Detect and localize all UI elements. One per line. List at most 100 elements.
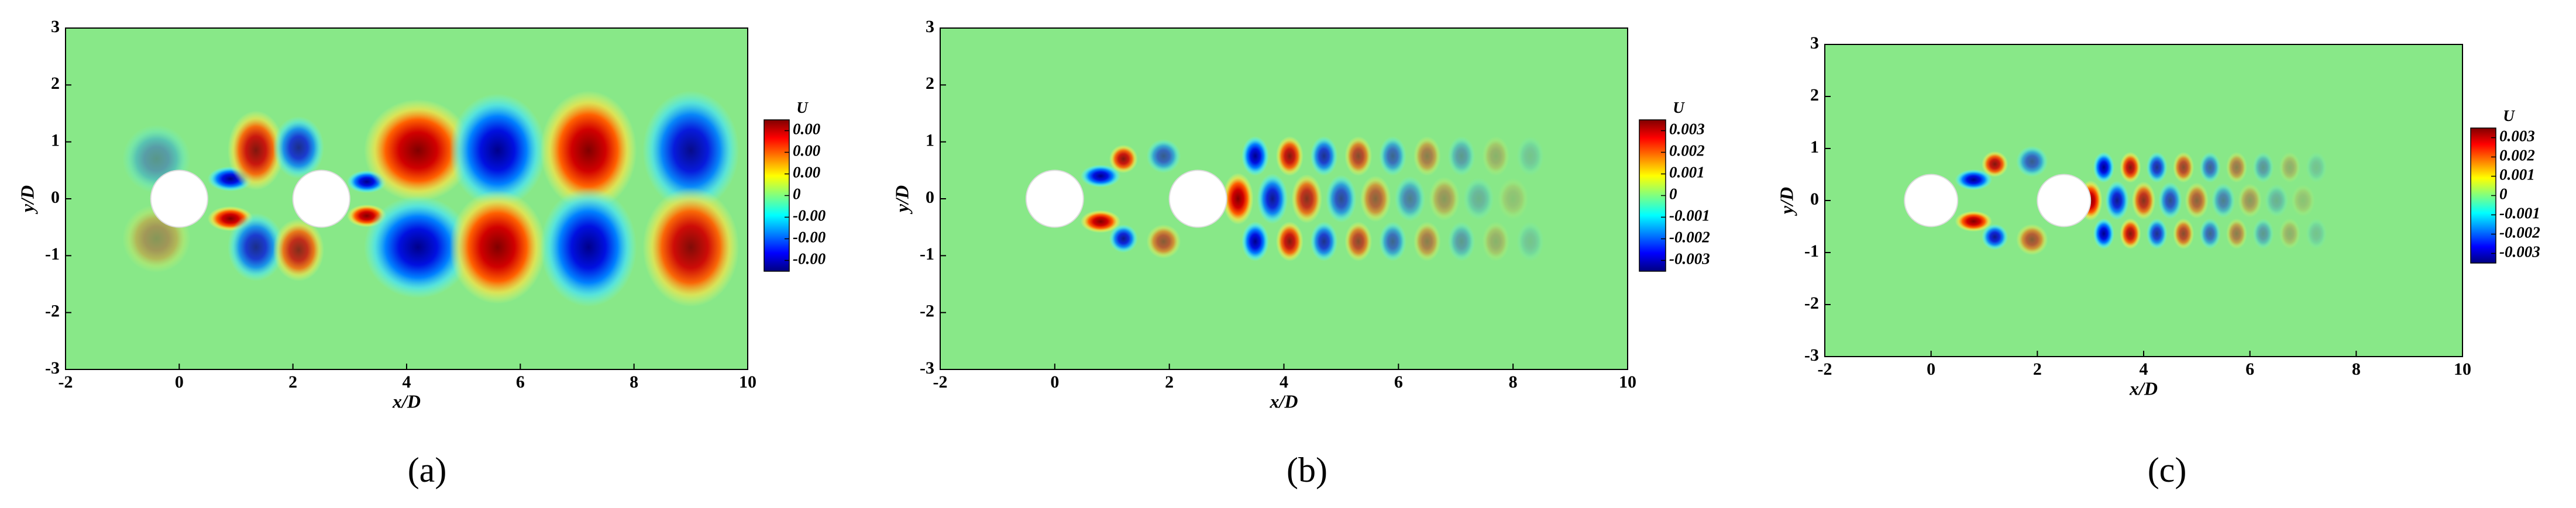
vortex-blob <box>2131 181 2156 220</box>
vortex-blob <box>2238 183 2262 218</box>
x-tick-label: -2 <box>933 372 948 392</box>
y-tick-label: -1 <box>920 244 934 264</box>
vortex-blob <box>1222 172 1254 225</box>
y-tick-label: 1 <box>926 131 934 150</box>
vortex-blob <box>2093 151 2115 183</box>
vortex-blob <box>1080 210 1121 233</box>
vortex-blob <box>1447 221 1476 262</box>
vortex-blob <box>2291 184 2315 217</box>
vortex-blob <box>449 93 546 208</box>
colorbar-tick-label: -0.00 <box>793 250 826 268</box>
vortex-blob <box>2120 151 2141 183</box>
vortex-blob <box>1981 224 2008 250</box>
x-tick-label: 8 <box>630 372 638 392</box>
vortex-blob <box>1257 173 1288 224</box>
vortex-blob <box>2120 218 2141 250</box>
y-axis-label: y/D <box>1776 187 1797 216</box>
vortex-blob <box>2211 182 2235 219</box>
x-tick-label: 4 <box>2140 360 2148 379</box>
vortex-blob <box>364 99 472 202</box>
contour-field <box>1825 44 2462 357</box>
x-tick-label: 8 <box>1509 372 1518 392</box>
vortex-blob <box>1379 136 1407 177</box>
y-tick-label: 0 <box>926 188 934 207</box>
vortex-blob <box>2226 218 2248 250</box>
vortex-blob <box>1109 144 1138 174</box>
colorbar-tick-label: -0.00 <box>793 207 826 224</box>
panel: -2 0 2 4 6 8 10-3-2-10123x/Dy/DU0.0030.0020.00… <box>1776 33 2540 489</box>
y-tick-label: -1 <box>45 244 60 264</box>
vortex-blob <box>2199 151 2221 183</box>
cylinder <box>1904 174 1959 227</box>
vortex-blob <box>1310 136 1338 177</box>
vortex-blob <box>1379 221 1407 262</box>
vortex-blob <box>1516 136 1545 177</box>
colorbar-tick-label: 0.00 <box>793 142 821 160</box>
vortex-blob <box>1291 174 1323 224</box>
x-tick-label: 4 <box>403 372 411 392</box>
colorbar-tick-label: -0.001 <box>2499 205 2540 222</box>
colorbar-tick-label: -0.003 <box>1669 250 1710 268</box>
vortex-blob <box>2016 146 2048 177</box>
y-tick-label: 2 <box>926 74 934 93</box>
y-tick-label: 1 <box>51 131 60 150</box>
vortex-blob <box>2146 151 2168 183</box>
vortex-blob <box>1146 224 1181 259</box>
x-tick-label: 10 <box>739 372 756 392</box>
vortex-blob <box>2146 218 2168 250</box>
y-axis-label: y/D <box>16 185 37 215</box>
colorbar-tick-label: -0.003 <box>2499 243 2540 261</box>
x-tick-label: 0 <box>1050 372 1059 392</box>
vortex-blob <box>1310 221 1338 262</box>
vortex-blob <box>2199 218 2221 250</box>
x-tick-label: 6 <box>516 372 525 392</box>
colorbar-tick-label: -0.002 <box>2499 224 2540 241</box>
vortex-blob <box>1344 136 1373 177</box>
vortex-blob <box>273 116 325 179</box>
colorbar-tick-label: 0 <box>793 185 801 203</box>
vortex-blob <box>2252 218 2274 250</box>
vortex-blob <box>364 196 472 299</box>
vortex-blob <box>2264 184 2289 217</box>
vortex-blob <box>2252 151 2274 183</box>
vortex-blob <box>1325 175 1357 223</box>
x-tick-label: 8 <box>2352 360 2361 379</box>
vortex-blob <box>1146 139 1181 174</box>
vortex-blob <box>1447 136 1476 177</box>
colorbar-tick-label: 0.003 <box>1669 120 1705 138</box>
vortex-blob <box>1981 151 2008 177</box>
vortex-blob <box>2306 218 2327 250</box>
vortex-blob <box>2306 151 2327 183</box>
colorbar-tick-label: -0.00 <box>793 229 826 246</box>
vortex-blob <box>2279 151 2300 183</box>
x-tick-label: 2 <box>2033 360 2042 379</box>
y-axis-label: y/D <box>891 185 912 215</box>
y-tick-label: 0 <box>1810 189 1819 209</box>
y-tick-label: -2 <box>1804 293 1819 313</box>
x-tick-label: 0 <box>175 372 184 392</box>
colorbar-tick-label: 0.002 <box>1669 142 1705 160</box>
vortex-blob <box>1413 136 1441 177</box>
panel-caption: (b) <box>1287 451 1327 489</box>
vortex-blob <box>1360 175 1391 222</box>
vortex-blob <box>449 190 546 305</box>
vortex-blob <box>227 110 285 191</box>
x-axis-label: x/D <box>392 390 421 412</box>
y-tick-label: 2 <box>51 74 60 93</box>
vortex-blob <box>540 187 637 307</box>
y-tick-label: 3 <box>51 17 60 36</box>
cylinder <box>1168 170 1227 228</box>
vortex-blob <box>1275 136 1304 177</box>
vortex-blob <box>1344 221 1373 262</box>
colorbar-tick-label: -0.001 <box>1669 207 1710 224</box>
vortex-blob <box>273 219 325 282</box>
y-tick-label: -2 <box>920 302 934 321</box>
panel-caption: (a) <box>408 451 447 489</box>
y-tick-label: -1 <box>1804 241 1819 261</box>
vortex-blob <box>1497 178 1529 220</box>
x-tick-label: 0 <box>1927 360 1935 379</box>
vortex-blob <box>540 91 637 210</box>
x-axis-label: x/D <box>2129 378 2158 399</box>
cylinder <box>150 170 208 228</box>
